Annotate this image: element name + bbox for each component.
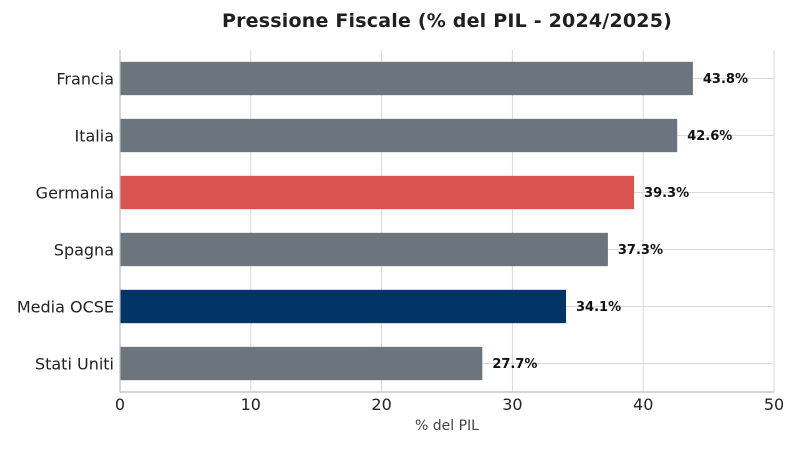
bars <box>120 61 693 381</box>
data-label: 34.1% <box>576 300 621 315</box>
data-label: 42.6% <box>687 129 732 144</box>
data-label: 43.8% <box>703 72 748 87</box>
bar <box>120 118 678 153</box>
bar <box>120 61 693 96</box>
labels: 0 10 20 30 40 50 Francia 43.8% Italia 42.6% German… <box>17 70 784 415</box>
x-tick-label: 0 <box>115 395 125 414</box>
y-tick-label: Spagna <box>54 241 114 260</box>
x-tick-label: 20 <box>371 395 391 414</box>
bar <box>120 232 608 267</box>
x-tick-label: 50 <box>764 395 784 414</box>
bar <box>120 289 567 324</box>
y-tick-label: Francia <box>56 70 114 89</box>
x-axis-label: % del PIL <box>415 418 479 434</box>
grid-lines <box>120 50 775 392</box>
data-label: 27.7% <box>492 357 537 372</box>
y-tick-label: Media OCSE <box>17 298 114 317</box>
y-tick-label: Stati Uniti <box>35 355 114 374</box>
y-tick-label: Italia <box>75 127 115 146</box>
x-tick-label: 30 <box>502 395 522 414</box>
chart-title: Pressione Fiscale (% del PIL - 2024/2025… <box>221 10 673 32</box>
axes <box>119 50 774 393</box>
data-label: 37.3% <box>618 243 663 258</box>
bar <box>120 346 483 381</box>
x-tick-label: 10 <box>241 395 261 414</box>
bar <box>120 175 635 210</box>
y-tick-label: Germania <box>36 184 114 203</box>
x-tick-label: 40 <box>633 395 653 414</box>
data-label: 39.3% <box>644 186 689 201</box>
